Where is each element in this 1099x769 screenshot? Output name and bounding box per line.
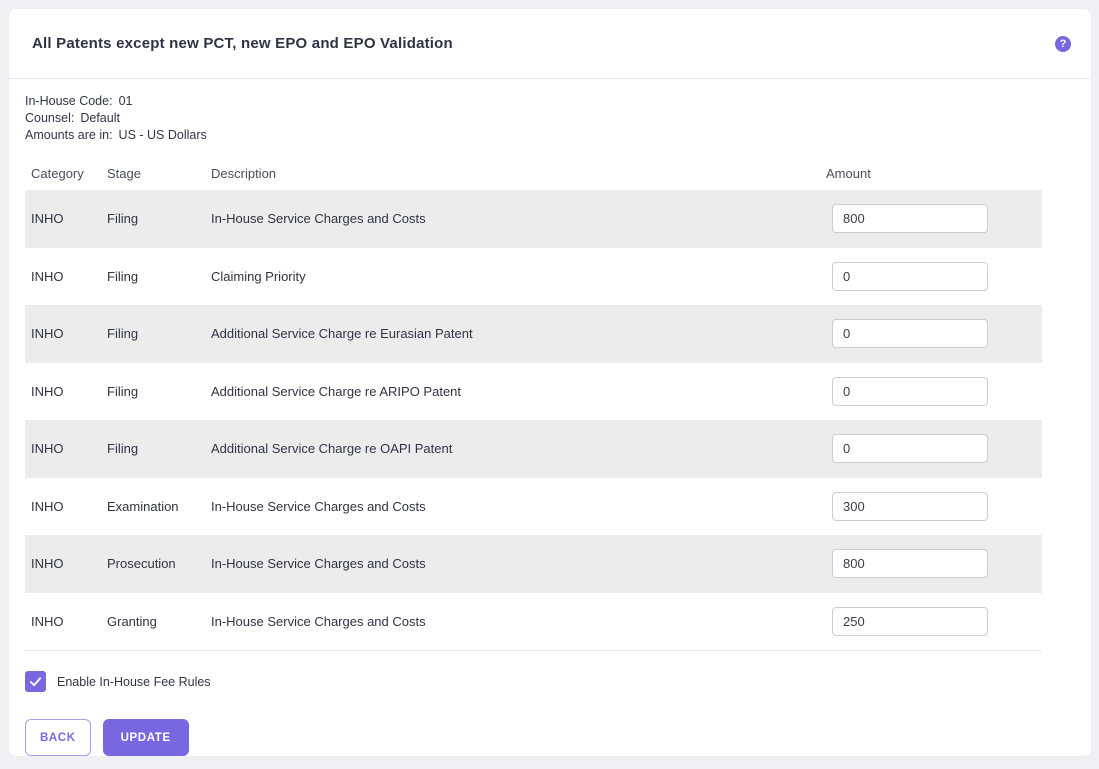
amount-input[interactable] (832, 261, 988, 291)
stage-cell: Granting (107, 613, 157, 629)
info-block: In-House Code: 01 Counsel: Default Amounts… (25, 93, 1091, 144)
table-row: INHO Filing Additional Service Charge re… (25, 363, 1042, 421)
column-header-stage: Stage (107, 166, 141, 181)
stage-cell: Filing (107, 383, 139, 399)
amount-input[interactable] (832, 319, 988, 349)
column-header-amount: Amount (826, 166, 871, 181)
description-cell: In-House Service Charges and Costs (211, 498, 426, 514)
category-cell: INHO (31, 613, 64, 629)
category-cell: INHO (31, 326, 64, 342)
amount-input[interactable] (832, 491, 988, 521)
column-header-description: Description (211, 166, 277, 181)
stage-cell: Filing (107, 211, 139, 227)
category-cell: INHO (31, 211, 64, 227)
amounts-line: Amounts are in: US - US Dollars (25, 127, 1091, 144)
description-cell: Claiming Priority (211, 268, 306, 284)
amount-input[interactable] (832, 606, 988, 636)
in-house-code-label: In-House Code: (25, 94, 113, 108)
amount-cell (826, 376, 1042, 406)
stage-cell: Filing (107, 441, 139, 457)
column-header-category: Category (31, 166, 84, 181)
table-row: INHO Prosecution In-House Service Charge… (25, 535, 1042, 593)
amount-input[interactable] (832, 376, 988, 406)
enable-rules-label: Enable In-House Fee Rules (57, 674, 211, 689)
check-icon (29, 675, 42, 688)
table-row: INHO Filing Additional Service Charge re… (25, 420, 1042, 478)
category-cell: INHO (31, 498, 64, 514)
table-row: INHO Filing Claiming Priority (25, 248, 1042, 306)
description-cell: In-House Service Charges and Costs (211, 556, 426, 572)
enable-rules-row: Enable In-House Fee Rules (25, 671, 1091, 692)
fee-table-header: Category Stage Description Amount (25, 166, 1042, 181)
counsel-label: Counsel: (25, 111, 75, 125)
description-cell: Additional Service Charge re OAPI Patent (211, 441, 453, 457)
amount-cell (826, 491, 1042, 521)
page-title: All Patents except new PCT, new EPO and … (32, 35, 453, 52)
table-row: INHO Filing In-House Service Charges and… (25, 190, 1042, 248)
card-header: All Patents except new PCT, new EPO and … (9, 9, 1091, 79)
in-house-code-value: 01 (118, 94, 133, 108)
update-button[interactable]: UPDATE (102, 719, 189, 756)
amount-cell (826, 319, 1042, 349)
table-row: INHO Filing Additional Service Charge re… (25, 305, 1042, 363)
table-row: INHO Examination In-House Service Charge… (25, 478, 1042, 536)
amount-input[interactable] (832, 204, 988, 234)
category-cell: INHO (31, 441, 64, 457)
fee-table-body: INHO Filing In-House Service Charges and… (25, 190, 1042, 651)
description-cell: In-House Service Charges and Costs (211, 211, 426, 227)
enable-rules-checkbox[interactable] (25, 671, 46, 692)
fee-rules-card: All Patents except new PCT, new EPO and … (8, 8, 1092, 757)
amount-cell (826, 549, 1042, 579)
amounts-value: US - US Dollars (118, 128, 207, 142)
amount-cell (826, 434, 1042, 464)
description-cell: Additional Service Charge re Eurasian Pa… (211, 326, 473, 342)
card-content: In-House Code: 01 Counsel: Default Amounts… (9, 79, 1091, 756)
help-icon[interactable]: ? (1055, 35, 1071, 52)
amount-input[interactable] (832, 434, 988, 464)
stage-cell: Prosecution (107, 556, 176, 572)
category-cell: INHO (31, 383, 64, 399)
fee-table: Category Stage Description Amount INHO F… (25, 166, 1042, 651)
counsel-value: Default (80, 111, 120, 125)
stage-cell: Filing (107, 326, 139, 342)
stage-cell: Examination (107, 498, 179, 514)
description-cell: Additional Service Charge re ARIPO Paten… (211, 383, 462, 399)
amount-cell (826, 606, 1042, 636)
amount-input[interactable] (832, 549, 988, 579)
amount-cell (826, 261, 1042, 291)
amount-cell (826, 204, 1042, 234)
description-cell: In-House Service Charges and Costs (211, 613, 426, 629)
button-row: BACK UPDATE (25, 719, 1091, 756)
back-button[interactable]: BACK (25, 719, 91, 756)
category-cell: INHO (31, 268, 64, 284)
table-row: INHO Granting In-House Service Charges a… (25, 593, 1042, 651)
stage-cell: Filing (107, 268, 139, 284)
category-cell: INHO (31, 556, 64, 572)
amounts-label: Amounts are in: (25, 128, 113, 142)
in-house-code-line: In-House Code: 01 (25, 93, 1091, 110)
counsel-line: Counsel: Default (25, 110, 1091, 127)
